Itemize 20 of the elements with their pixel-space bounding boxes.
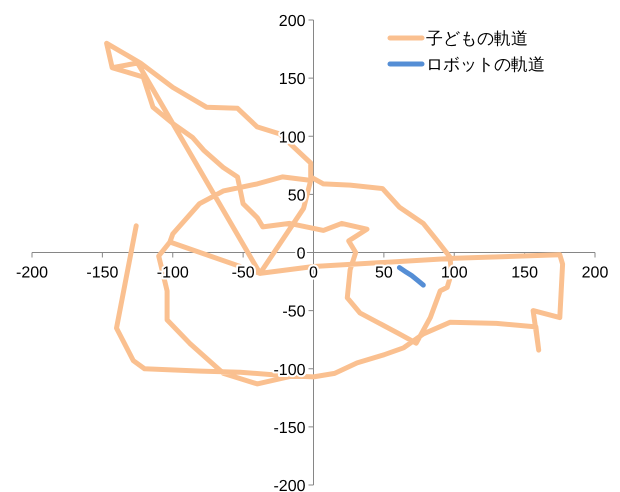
y-tick-label: 50 xyxy=(288,187,306,204)
x-tick-label: -50 xyxy=(232,264,255,282)
x-tick-label: -200 xyxy=(16,264,48,282)
y-tick-label: 200 xyxy=(278,13,306,30)
y-tick-label: 0 xyxy=(296,246,306,262)
x-tick-label: 0 xyxy=(309,264,318,282)
y-tick-label: 150 xyxy=(278,71,306,88)
y-tick-label: -100 xyxy=(273,362,306,379)
y-tick-label: -200 xyxy=(273,478,306,492)
y-tick-label: 100 xyxy=(278,129,306,146)
y-tick-label: -150 xyxy=(273,420,306,437)
legend-label: 子どもの軌道 xyxy=(426,29,528,48)
x-tick-label: 100 xyxy=(440,264,468,282)
x-tick-label: 50 xyxy=(374,264,393,282)
x-tick-label: 200 xyxy=(582,264,608,282)
x-tick-label: -100 xyxy=(156,264,189,282)
x-tick-label: -150 xyxy=(86,264,118,282)
legend-label: ロボットの軌道 xyxy=(426,55,545,74)
y-tick-label: -50 xyxy=(282,304,306,321)
x-tick-label: 150 xyxy=(511,264,538,282)
